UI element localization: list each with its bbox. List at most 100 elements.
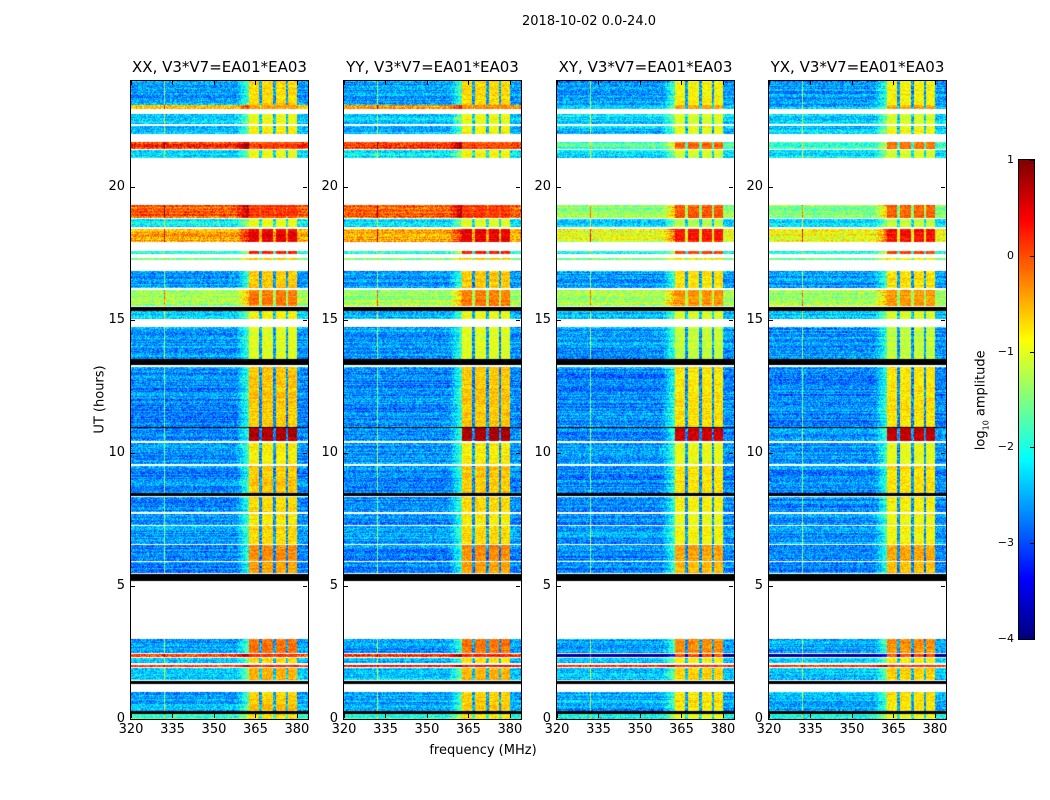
colorbar (1018, 159, 1035, 640)
x-tick-label: 350 (839, 722, 865, 737)
y-tick-mark (557, 586, 561, 588)
panel-yy: YY, V3*V7=EA01*EA03 320 335 350 365 380 0 5 10 1… (321, 58, 522, 737)
x-tick-mark (296, 81, 298, 85)
panel-title: YX, V3*V7=EA01*EA03 (770, 58, 945, 76)
y-tick-mark (344, 586, 348, 588)
x-tick-mark (893, 81, 895, 85)
x-tick-mark (639, 81, 641, 85)
y-tick-mark (769, 719, 773, 720)
y-tick-mark (516, 320, 520, 322)
y-tick-mark (344, 453, 348, 455)
y-tick-mark (516, 187, 520, 189)
y-tick-label: 20 (108, 179, 125, 195)
x-tick-label: 320 (756, 722, 782, 737)
y-tick-label: 15 (108, 312, 125, 328)
x-tick-mark (722, 81, 724, 85)
x-tick-mark (172, 714, 174, 718)
y-tick-label: 0 (754, 711, 763, 726)
x-tick-label: 365 (881, 722, 906, 737)
y-tick-mark (303, 320, 307, 322)
x-tick-mark (557, 81, 558, 85)
x-tick-mark (598, 81, 600, 85)
x-tick-label: 335 (798, 722, 823, 737)
y-tick-mark (769, 320, 773, 322)
x-tick-mark (509, 81, 511, 85)
figure-title: 2018-10-02 0.0-24.0 (522, 14, 656, 29)
y-tick-mark (131, 320, 135, 322)
y-tick-mark (557, 719, 561, 720)
y-tick-mark (303, 719, 307, 720)
y-tick-label: 10 (108, 445, 125, 461)
y-tick-label: 5 (542, 578, 551, 594)
y-tick-label: 5 (754, 578, 763, 594)
colorbar-tick-label: 1 (1007, 153, 1014, 166)
x-tick-label: 335 (373, 722, 398, 737)
y-tick-mark (729, 187, 733, 189)
colorbar-tick-label: −1 (997, 344, 1014, 358)
y-tick-mark (941, 187, 945, 189)
colorbar-tick-mark (1030, 160, 1034, 161)
x-tick-mark (131, 81, 132, 85)
y-tick-label: 5 (116, 578, 125, 594)
y-tick-mark (303, 586, 307, 588)
x-tick-mark (509, 714, 511, 718)
x-tick-mark (769, 81, 770, 85)
colorbar-tick-label: −4 (997, 632, 1014, 645)
y-tick-mark (941, 453, 945, 455)
y-tick-label: 15 (746, 312, 763, 328)
colorbar-tick-mark (1030, 255, 1034, 257)
y-tick-label: 15 (534, 312, 551, 328)
x-tick-label: 335 (160, 722, 185, 737)
y-tick-mark (344, 320, 348, 322)
colorbar-tick-label: −2 (997, 440, 1014, 454)
y-tick-mark (769, 453, 773, 455)
x-tick-mark (344, 81, 345, 85)
x-tick-mark (213, 714, 215, 718)
colorbar-tick-mark (1030, 543, 1034, 545)
y-tick-mark (941, 320, 945, 322)
x-tick-mark (385, 81, 387, 85)
x-tick-mark (681, 81, 683, 85)
y-tick-mark (557, 187, 561, 189)
colorbar-gradient (1019, 160, 1034, 639)
x-tick-mark (769, 714, 770, 718)
y-tick-label: 20 (321, 179, 338, 195)
x-tick-mark (213, 81, 215, 85)
x-tick-mark (296, 714, 298, 718)
y-tick-mark (516, 719, 520, 720)
x-tick-mark (934, 81, 936, 85)
x-tick-mark (810, 714, 812, 718)
x-tick-label: 380 (497, 722, 523, 737)
colorbar-tick-mark (1030, 447, 1034, 449)
x-tick-mark (557, 714, 558, 718)
panel-title: XX, V3*V7=EA01*EA03 (132, 58, 307, 76)
x-tick-label: 365 (243, 722, 268, 737)
x-tick-mark (426, 714, 428, 718)
y-tick-label: 0 (329, 711, 338, 726)
y-tick-label: 20 (534, 179, 551, 195)
x-tick-label: 320 (331, 722, 357, 737)
x-tick-label: 335 (586, 722, 611, 737)
y-tick-label: 0 (542, 711, 551, 726)
heatmap-yx (769, 81, 946, 719)
y-tick-mark (344, 719, 348, 720)
panel-yx: YX, V3*V7=EA01*EA03 320 335 350 365 380 0 5 10 1… (746, 58, 947, 737)
y-tick-mark (344, 187, 348, 189)
y-tick-mark (516, 586, 520, 588)
y-tick-label: 20 (746, 179, 763, 195)
x-tick-mark (131, 714, 132, 718)
x-tick-label: 380 (710, 722, 736, 737)
x-tick-mark (255, 81, 257, 85)
x-tick-mark (934, 714, 936, 718)
heatmap-yy (344, 81, 521, 719)
x-tick-mark (468, 714, 470, 718)
x-tick-mark (598, 714, 600, 718)
colorbar-tick-mark (1030, 639, 1034, 640)
y-tick-mark (769, 187, 773, 189)
y-tick-label: 10 (746, 445, 763, 461)
y-tick-mark (557, 320, 561, 322)
y-tick-mark (557, 453, 561, 455)
x-tick-label: 350 (201, 722, 227, 737)
x-tick-mark (468, 81, 470, 85)
